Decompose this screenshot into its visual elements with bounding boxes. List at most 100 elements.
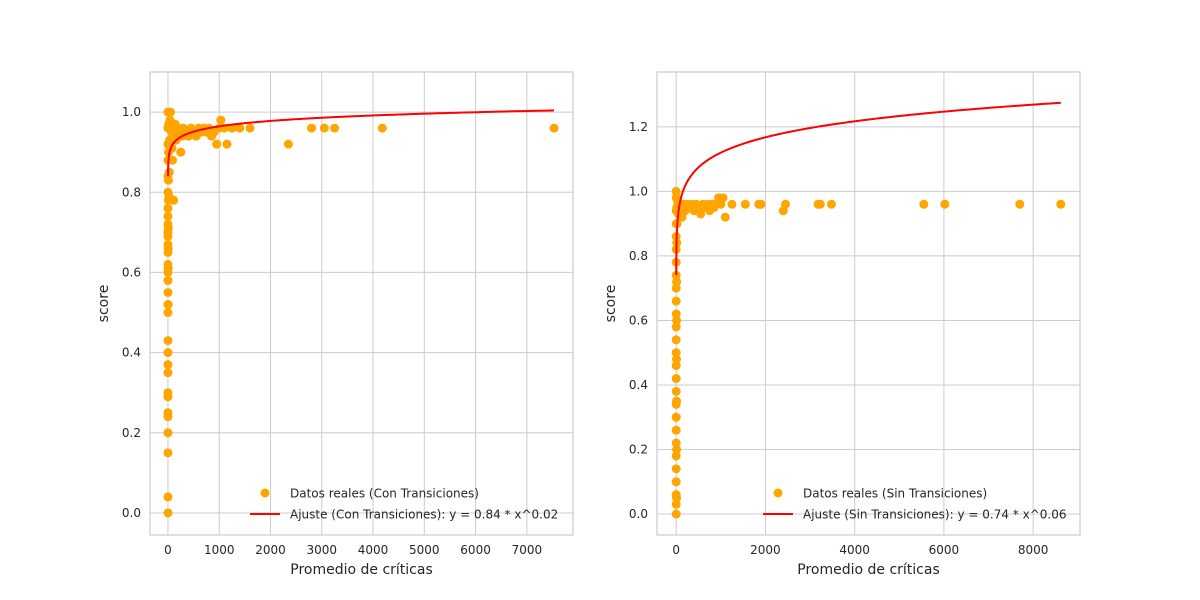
chart-1-data-point <box>672 354 682 364</box>
chart-1-data-point <box>671 322 681 332</box>
chart-0-data-point <box>163 308 173 318</box>
chart-0-data-point <box>163 211 173 221</box>
chart-0-legend-label-scatter: Datos reales (Con Transiciones) <box>290 487 479 501</box>
chart-1-y-tick-label: 0.0 <box>629 507 648 521</box>
chart-0-x-tick-label: 1000 <box>204 543 235 557</box>
chart-0-data-point <box>163 223 173 233</box>
chart-0-data-point <box>163 388 173 398</box>
chart-1-legend: Datos reales (Sin Transiciones) Ajuste (S… <box>763 487 1066 522</box>
chart-1-data-point <box>740 199 750 209</box>
chart-0-y-axis-label: score <box>96 285 112 323</box>
chart-1-x-tick-label: 2000 <box>750 543 781 557</box>
chart-1-y-axis-label: score <box>603 285 619 323</box>
chart-1-data-point <box>671 412 681 422</box>
chart-1-x-tick-label: 0 <box>672 543 680 557</box>
chart-0-data-point <box>163 348 173 358</box>
chart-0-x-tick-label: 3000 <box>306 543 337 557</box>
chart-1-data-point <box>727 199 737 209</box>
chart-1-axes-frame <box>656 71 1081 536</box>
chart-0-data-point <box>164 167 174 177</box>
chart-0-x-tick-label: 0 <box>164 543 172 557</box>
chart-0-axes-frame <box>149 71 574 536</box>
chart-0-data-point <box>377 123 387 133</box>
chart-1-data-point <box>671 438 681 448</box>
chart-1-data-point <box>1015 199 1025 209</box>
chart-1-x-tick-label: 4000 <box>839 543 870 557</box>
chart-1-data-point <box>671 451 681 461</box>
chart-0-x-axis-label: Promedio de críticas <box>290 562 433 578</box>
chart-1-data-point <box>671 361 681 371</box>
chart-0-y-tick-label: 0.4 <box>122 346 141 360</box>
chart-1-x-axis-label: Promedio de críticas <box>797 562 940 578</box>
chart-1-data-point <box>940 199 950 209</box>
chart-0-x-tick-label: 6000 <box>460 543 491 557</box>
chart-0-data-point <box>163 448 173 458</box>
chart-0-data-point <box>319 123 329 133</box>
chart-0-y-tick-label: 0.0 <box>122 506 141 520</box>
chart-1-y-tick-label: 1.2 <box>629 120 648 134</box>
chart-1-data-point <box>815 199 825 209</box>
chart-1-x-tick-label: 8000 <box>1018 543 1049 557</box>
chart-0-data-point <box>163 243 173 253</box>
chart-0-data-point <box>163 275 173 285</box>
chart-1-data-point <box>672 315 682 325</box>
chart-0-data-point <box>163 263 173 273</box>
chart-1-data-point <box>671 348 681 358</box>
chart-0-y-tick-label: 0.8 <box>122 185 141 199</box>
chart-0-data-point <box>163 408 173 418</box>
chart-0-plot-area <box>150 72 573 535</box>
chart-0-data-point <box>163 360 173 370</box>
chart-0-data-point <box>222 139 232 149</box>
chart-0-data-point <box>235 123 245 133</box>
chart-1-legend-label-fit: Ajuste (Sin Transiciones): y = 0.74 * x^… <box>803 508 1066 522</box>
chart-1-legend-marker-scatter <box>773 488 783 498</box>
chart-0-y-tick-label: 0.6 <box>122 265 141 279</box>
chart-1-data-point <box>671 509 681 519</box>
chart-0-y-tick-label: 1.0 <box>122 105 141 119</box>
chart-1-data-point <box>671 386 681 396</box>
chart-0-data-point <box>168 155 178 165</box>
chart-1-y-tick-label: 1.0 <box>629 184 648 198</box>
chart-0-fit-line <box>167 109 555 177</box>
chart-1-data-point <box>671 499 681 509</box>
chart-0-data-point <box>245 123 255 133</box>
chart-1-data-point <box>756 199 766 209</box>
chart-1-plot-area <box>657 72 1080 535</box>
chart-1-y-tick-label: 0.6 <box>629 313 648 327</box>
chart-0-x-tick-label: 7000 <box>512 543 543 557</box>
chart-0-data-point <box>163 287 173 297</box>
chart-0-x-tick-label: 5000 <box>409 543 440 557</box>
chart-0-data-point <box>163 492 173 502</box>
chart-0-data-point <box>212 139 222 149</box>
chart-1-data-point <box>672 493 682 503</box>
chart-0-data-point <box>166 107 176 117</box>
chart-1-data-point <box>671 464 681 474</box>
chart-1-data-point <box>671 283 681 293</box>
chart-0-data-point <box>163 175 173 185</box>
chart-0-legend-marker-scatter <box>260 488 270 498</box>
chart-0-legend-label-fit: Ajuste (Con Transiciones): y = 0.84 * x^… <box>290 508 558 522</box>
chart-0-legend: Datos reales (Con Transiciones) Ajuste (C… <box>250 487 558 522</box>
chart-1-data-point <box>1056 199 1066 209</box>
chart-0-data-point <box>163 508 173 518</box>
chart-0-data-point <box>169 195 179 205</box>
chart-1-data-point <box>672 396 682 406</box>
right-subplot: 0 2000 4000 6000 8000 0.0 0.2 0.4 0.6 0.8 1.0 1.2 Pr… <box>603 71 1081 578</box>
chart-1-x-tick-label: 6000 <box>929 543 960 557</box>
chart-0-data-point <box>163 336 173 346</box>
chart-1-data-point <box>671 374 681 384</box>
chart-0-data-point <box>163 203 173 213</box>
chart-0-data-point <box>163 428 173 438</box>
chart-1-data-point <box>671 335 681 345</box>
chart-0-y-tick-label: 0.2 <box>122 426 141 440</box>
chart-0-data-point <box>283 139 293 149</box>
chart-1-data-point <box>671 425 681 435</box>
chart-0-data-point <box>330 123 340 133</box>
chart-1-data-point <box>671 477 681 487</box>
chart-0-x-tick-label: 2000 <box>255 543 286 557</box>
chart-1-fit-line <box>675 101 1061 276</box>
chart-1-data-point <box>671 296 681 306</box>
chart-1-data-point <box>826 199 836 209</box>
chart-0-data-point <box>176 147 186 157</box>
